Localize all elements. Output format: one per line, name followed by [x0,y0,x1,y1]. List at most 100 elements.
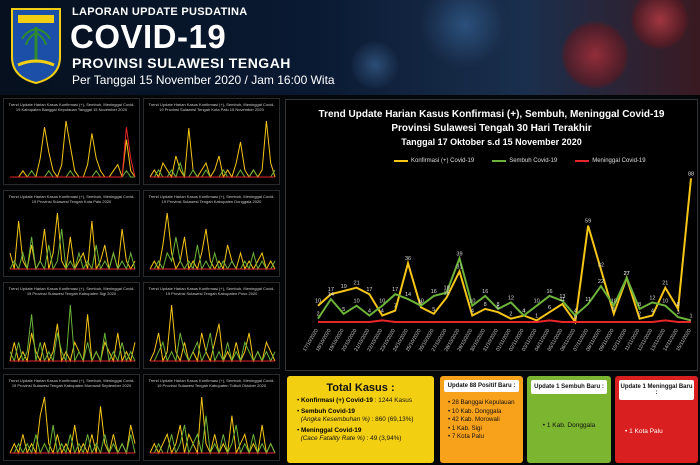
new-death-panel: Update 1 Meninggal Baru : • 1 Kota Palu [615,376,698,463]
data-label: 4 [522,308,525,314]
mini-chart-title: Trend Update Harian Kasus Konfirmasi (+)… [148,286,275,296]
data-label: 10 [534,299,540,305]
data-label: 1 [535,313,538,319]
mini-chart-series-line [9,396,136,455]
mini-chart-series-line [149,212,276,271]
data-label: 21 [354,281,360,287]
total-row-recovered: • Sembuh Covid-19 (Angka Kesembuhan %) :… [297,408,414,423]
mini-chart-plot [10,120,136,179]
chart-legend: Konfirmasi (+) Covid-19 Sembuh Covid-19 … [394,158,646,164]
virus-decoration [350,40,400,90]
data-label: 12 [649,295,655,301]
mini-chart: Trend Update Harian Kasus Konfirmasi (+)… [143,98,280,185]
data-label: 14 [328,292,334,298]
data-label: 10 [469,299,475,305]
legend-confirmed: Konfirmasi (+) Covid-19 [394,158,474,164]
data-label: 88 [688,171,694,177]
data-label: 39 [456,251,462,257]
data-label: 4 [651,308,654,314]
data-label: 17 [366,287,372,293]
data-label: 13 [559,294,565,300]
mini-chart: Trend Update Harian Kasus Konfirmasi (+)… [3,98,140,185]
legend-death: Meninggal Covid-19 [575,158,646,164]
data-label: 0 [574,315,577,321]
mini-chart-series-line [149,120,276,179]
data-label: 8 [677,302,680,308]
data-label: 18 [444,286,450,292]
header-banner: LAPORAN UPDATE PUSDATINA COVID-19 PROVIN… [0,0,700,95]
virus-decoration [420,0,510,70]
mini-chart-plot [149,212,276,271]
total-cases-panel: Total Kasus : • Konfirmasi (+) Covid-19 … [287,376,434,463]
data-label: 21 [662,281,668,287]
total-row-confirmed: • Konfirmasi (+) Covid-19 : 1244 Kasus [297,397,413,404]
mini-chart-title: Trend Update Harian Kasus Konfirmasi (+)… [8,102,135,112]
series-line-recovered [317,255,692,322]
data-label: 4 [522,308,525,314]
data-label: 5 [432,307,435,313]
data-label: 31 [456,264,462,270]
mini-chart-series-line [9,228,136,271]
data-label: 15 [444,291,450,297]
data-label: 10 [379,299,385,305]
mini-chart: Trend Update Harian Kasus Konfirmasi (+)… [143,282,280,369]
series-line-death [318,319,691,323]
positive-item: • 28 Banggai Kepulauan [448,399,515,406]
data-label: 2 [316,312,319,318]
report-date: Per Tanggal 15 November 2020 / Jam 16:00… [72,73,335,87]
report-subtitle: LAPORAN UPDATE PUSDATINA [72,6,248,18]
mini-chart-title: Trend Update Harian Kasus Konfirmasi (+)… [148,102,275,112]
mini-chart-series-line [9,314,136,363]
mini-chart-plot [9,304,136,363]
mini-chart-series-line [10,169,135,178]
province-name: PROVINSI SULAWESI TENGAH [72,55,291,71]
data-label: 59 [585,219,591,225]
chart-subtitle: Provinsi Sulawesi Tengah 30 Hari Terakhi… [391,123,592,134]
mini-chart: Trend Update Harian Kasus Konfirmasi (+)… [3,190,140,277]
chart-plot: 1017192117473695153148624161105932527242… [302,171,694,352]
mini-chart-title: Trend Update Harian Kasus Konfirmasi (+)… [8,286,135,296]
virus-decoration [560,20,630,90]
mini-chart: Trend Update Harian Kasus Konfirmasi (+)… [143,190,280,277]
mini-chart-series-line [150,161,276,179]
mini-chart-series-line [150,236,276,271]
death-value: • 1 Kota Palu [625,428,663,435]
data-label: 3 [677,310,680,316]
mini-chart-series-line [10,424,136,455]
new-positive-panel: Update 88 Positif Baru : • 28 Banggai Ke… [440,376,523,463]
recovered-title: Update 1 Sembuh Baru : [531,380,607,394]
data-label: 4 [574,308,577,314]
positive-title: Update 88 Positif Baru : [444,380,519,392]
positive-item: • 1 Kab. Sigi [448,424,482,432]
mini-chart-title: Trend Update Harian Kasus Konfirmasi (+)… [148,378,275,388]
mini-chart-plot [9,212,136,271]
mini-chart-plot [9,396,136,455]
mini-chart-series-line [149,304,276,363]
positive-item: • 42 Kab. Morowali [448,416,500,423]
data-label: 10 [611,299,617,305]
mini-chart-title: Trend Update Harian Kasus Konfirmasi (+)… [8,194,135,204]
data-label: 32 [598,263,604,269]
mini-chart: Trend Update Harian Kasus Konfirmasi (+)… [143,374,280,461]
data-label: 2 [509,312,512,318]
data-label: 14 [405,292,411,298]
data-label: 6 [548,305,551,311]
mini-chart-series-line [9,304,136,363]
mini-chart-title: Trend Update Harian Kasus Konfirmasi (+)… [8,378,135,388]
province-logo [11,8,61,85]
data-label: 11 [560,297,566,303]
data-label: 5 [342,307,345,313]
data-label: 6 [497,305,500,311]
legend-recovered: Sembuh Covid-19 [492,158,557,164]
data-label: 4 [471,308,474,314]
new-recovered-panel: Update 1 Sembuh Baru : • 1 Kab. Donggala [527,376,611,463]
data-label: 11 [585,297,591,303]
data-label: 8 [484,302,487,308]
mini-chart-series-line [150,332,276,363]
death-title: Update 1 Meninggal Baru : [619,380,694,400]
data-label: 8 [497,302,500,308]
data-label: 36 [405,256,411,262]
recovered-value: • 1 Kab. Donggala [542,422,596,429]
mini-chart-series-line [10,127,136,178]
data-label: 7 [394,304,397,310]
